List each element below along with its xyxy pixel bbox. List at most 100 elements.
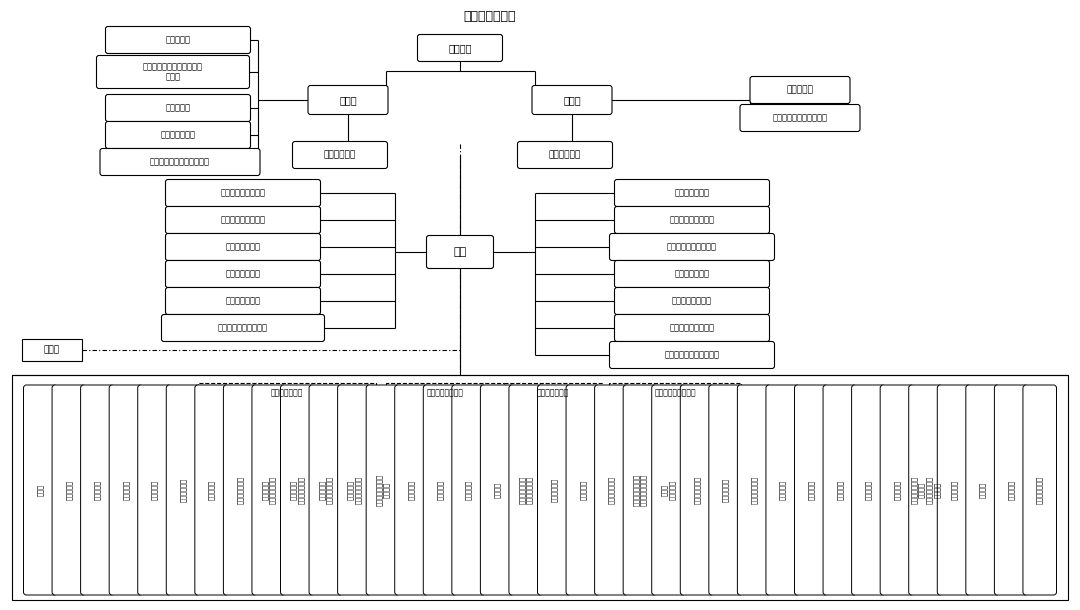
FancyBboxPatch shape — [795, 385, 828, 595]
Text: 行长: 行长 — [454, 247, 467, 257]
Text: 内部控制委员会: 内部控制委员会 — [675, 188, 710, 198]
Text: 零售信用卡: 零售信用卡 — [465, 480, 472, 500]
Text: 〈同业金融部〉
〈期货金融部〉: 〈同业金融部〉 〈期货金融部〉 — [518, 476, 532, 504]
Text: 特殊资产经营部: 特殊资产经营部 — [693, 476, 700, 504]
Text: 发展规划部: 发展规划部 — [94, 480, 100, 500]
FancyBboxPatch shape — [908, 385, 942, 595]
Text: 投资管理部: 投资管理部 — [580, 480, 586, 500]
Text: 行政分行: 行政分行 — [980, 482, 986, 498]
Text: 企业金融部
〈国际业务部〉: 企业金融部 〈国际业务部〉 — [348, 476, 362, 504]
FancyBboxPatch shape — [22, 339, 82, 361]
Text: 绿色金融业务委员会: 绿色金融业务委员会 — [670, 323, 715, 332]
FancyBboxPatch shape — [293, 142, 388, 168]
Text: 零售金融板块！！: 零售金融板块！！ — [427, 389, 463, 398]
FancyBboxPatch shape — [198, 383, 376, 403]
FancyBboxPatch shape — [623, 385, 657, 595]
FancyBboxPatch shape — [394, 385, 429, 595]
FancyBboxPatch shape — [281, 385, 314, 595]
Text: 办公室: 办公室 — [37, 484, 43, 496]
FancyBboxPatch shape — [504, 383, 602, 403]
FancyBboxPatch shape — [81, 385, 114, 595]
FancyBboxPatch shape — [427, 235, 494, 268]
Text: 运营管理中心: 运营管理中心 — [723, 478, 729, 502]
Text: 监事会: 监事会 — [563, 95, 581, 105]
Text: 监事会办公室: 监事会办公室 — [549, 151, 581, 159]
Text: 巡察工作部: 巡察工作部 — [893, 480, 901, 500]
FancyBboxPatch shape — [308, 85, 388, 115]
Text: 风险管理与消费者权益保护
委员会: 风险管理与消费者权益保护 委员会 — [143, 62, 203, 82]
FancyBboxPatch shape — [165, 234, 321, 260]
Bar — [12, 375, 1068, 600]
Text: 战略委员会: 战略委员会 — [165, 35, 190, 45]
FancyBboxPatch shape — [423, 385, 457, 595]
Text: 工会委员会: 工会委员会 — [950, 480, 957, 500]
Text: 同业金融板块！: 同业金融板块！ — [537, 389, 569, 398]
Text: 〈含资产托管部〉
〈资金业务中心〉: 〈含资产托管部〉 〈资金业务中心〉 — [633, 474, 647, 506]
FancyBboxPatch shape — [418, 35, 502, 62]
Text: 薪酬考核委员会: 薪酬考核委员会 — [161, 131, 195, 140]
Text: 股东大会: 股东大会 — [448, 43, 472, 53]
FancyBboxPatch shape — [162, 315, 324, 342]
Text: 党群工作部: 党群工作部 — [865, 480, 872, 500]
FancyBboxPatch shape — [509, 385, 542, 595]
Text: 安全管理部: 安全管理部 — [837, 480, 843, 500]
Text: 绿色金融部
〈乡村振兴部〉: 绿色金融部 〈乡村振兴部〉 — [291, 476, 305, 504]
FancyBboxPatch shape — [609, 342, 774, 368]
Text: 投行与
金融市场部: 投行与 金融市场部 — [661, 480, 676, 500]
Text: 数据管理部: 数据管理部 — [780, 480, 786, 500]
Text: 提名委员会: 提名委员会 — [165, 104, 190, 112]
FancyBboxPatch shape — [680, 385, 714, 595]
FancyBboxPatch shape — [708, 385, 742, 595]
FancyBboxPatch shape — [106, 26, 251, 54]
Text: 信贷中心: 信贷中心 — [494, 482, 500, 498]
Text: 提名、薪酬与考核委员会: 提名、薪酬与考核委员会 — [772, 113, 827, 123]
Text: 投行与金融市场板块: 投行与金融市场板块 — [654, 389, 696, 398]
Text: 数字化转型委员会: 数字化转型委员会 — [672, 296, 712, 306]
Text: 大宗物品采购委员会: 大宗物品采购委员会 — [670, 215, 715, 224]
FancyBboxPatch shape — [615, 315, 769, 342]
Text: 投资决策委员会: 投资决策委员会 — [226, 270, 260, 279]
FancyBboxPatch shape — [609, 234, 774, 260]
FancyBboxPatch shape — [24, 385, 57, 595]
Text: 业务运营管理委员会: 业务运营管理委员会 — [220, 188, 266, 198]
Text: 审计部: 审计部 — [44, 345, 60, 354]
FancyBboxPatch shape — [165, 179, 321, 207]
FancyBboxPatch shape — [766, 385, 799, 595]
FancyBboxPatch shape — [880, 385, 914, 595]
Text: 财富管理部: 财富管理部 — [408, 480, 415, 500]
Text: 人力资源部: 人力资源部 — [123, 480, 130, 500]
FancyBboxPatch shape — [106, 121, 251, 148]
Text: 信用卡业务管理委员会: 信用卡业务管理委员会 — [218, 323, 268, 332]
Text: 银行合作中心: 银行合作中心 — [551, 478, 557, 502]
Text: 企业金融板块！: 企业金融板块！ — [271, 389, 303, 398]
FancyBboxPatch shape — [106, 95, 251, 121]
Text: 董事会办公室: 董事会办公室 — [324, 151, 356, 159]
FancyBboxPatch shape — [609, 383, 741, 403]
Text: 计划财务部: 计划财务部 — [66, 480, 72, 500]
Text: 科技运维部: 科技运维部 — [808, 480, 814, 500]
Text: 〈义业银行高级
研修院〉
〈中共义业银行
学委会〉: 〈义业银行高级 研修院〉 〈中共义业银行 学委会〉 — [910, 476, 941, 504]
Text: 董事会: 董事会 — [339, 95, 356, 105]
FancyBboxPatch shape — [309, 385, 342, 595]
Text: 福建管理部: 福建管理部 — [208, 480, 215, 500]
FancyBboxPatch shape — [995, 385, 1028, 595]
Text: 监督委员会: 监督委员会 — [786, 85, 813, 95]
Text: 业务连续性管理委员会: 业务连续性管理委员会 — [667, 243, 717, 251]
Text: 法律与合规部: 法律与合规部 — [179, 478, 187, 502]
FancyBboxPatch shape — [52, 385, 85, 595]
Text: 直接控股子公司: 直接控股子公司 — [1037, 476, 1043, 504]
FancyBboxPatch shape — [852, 385, 886, 595]
FancyBboxPatch shape — [109, 385, 143, 595]
FancyBboxPatch shape — [538, 385, 571, 595]
Text: 〈消费者权益保护
办公室〉: 〈消费者权益保护 办公室〉 — [376, 474, 390, 506]
FancyBboxPatch shape — [386, 383, 504, 403]
FancyBboxPatch shape — [966, 385, 999, 595]
FancyBboxPatch shape — [823, 385, 856, 595]
FancyBboxPatch shape — [615, 260, 769, 287]
FancyBboxPatch shape — [651, 385, 686, 595]
FancyBboxPatch shape — [166, 385, 200, 595]
Text: 风险管理部: 风险管理部 — [151, 480, 158, 500]
FancyBboxPatch shape — [738, 385, 771, 595]
FancyBboxPatch shape — [517, 142, 612, 168]
Text: 交易银行部
〈机构业务部〉: 交易银行部 〈机构业务部〉 — [319, 476, 333, 504]
